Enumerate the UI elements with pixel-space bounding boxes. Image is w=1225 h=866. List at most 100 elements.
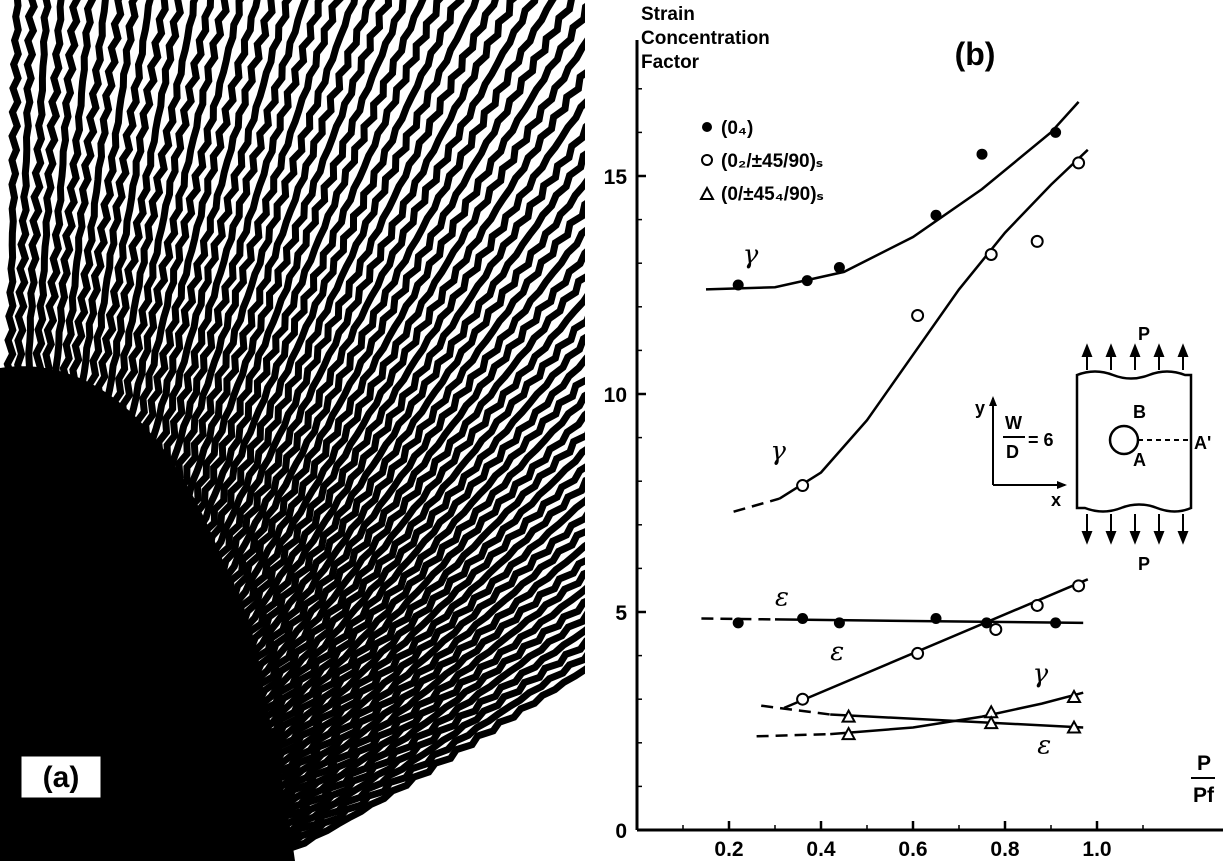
fringe-line [256, 410, 585, 755]
inset-point-a-prime: A' [1194, 433, 1211, 453]
fringe-line [269, 528, 585, 796]
y-tick-label: 15 [604, 166, 628, 189]
fringe-line [254, 391, 585, 749]
fringe-line [251, 376, 585, 744]
data-point-open-circle [1030, 598, 1044, 612]
fringe-line [276, 637, 585, 845]
fringe-line [156, 0, 427, 631]
series-dashed-curve [761, 704, 831, 716]
curve-annotation: γ [1033, 659, 1049, 689]
series-curve [774, 618, 1084, 625]
chart-legend: (0₄) (0₂/±45/90)ₛ (0/±45₄/90)ₛ [699, 118, 824, 205]
fringe-line [275, 585, 585, 821]
data-point-open-circle [989, 622, 1003, 636]
chart-axes [635, 40, 1223, 832]
x-tick-label: 0.4 [806, 838, 836, 861]
fringe-line [269, 541, 585, 802]
fringe-line [258, 446, 585, 766]
fringe-line [228, 226, 585, 706]
fringe-line [200, 37, 585, 672]
strain-concentration-chart: 0 5 10 15 0.2 0.4 0.6 0.8 1.0 γ γ ε ε γ ε Strain Conc… [604, 4, 1223, 861]
series-curve [830, 713, 1084, 729]
inset-point-b: B [1133, 402, 1146, 422]
inset-ratio-denominator: D [1006, 442, 1019, 462]
fringe-line [264, 476, 585, 779]
fringe-line [238, 293, 585, 722]
legend-label-1: (0₂/±45/90)ₛ [721, 151, 823, 172]
fringe-line [150, 0, 407, 627]
legend-marker-open-triangle [699, 185, 715, 200]
fringe-line [273, 569, 585, 815]
x-tick-label: 0.8 [990, 838, 1020, 861]
moire-fringe-pattern: (a) [0, 0, 585, 861]
series-curve [830, 691, 1084, 736]
data-point-filled-circle [930, 613, 942, 625]
fringe-line [247, 354, 585, 738]
fringe-line [215, 122, 585, 685]
data-point-open-circle [911, 309, 925, 323]
data-point-open-circle [796, 692, 810, 706]
fringe-line [277, 652, 585, 852]
specimen-inset: P P B A A' y x W D = 6 [975, 324, 1211, 574]
y-tick-label: 0 [615, 820, 627, 843]
fringe-line [223, 200, 585, 701]
legend-label-0: (0₄) [721, 118, 753, 139]
series-curve [778, 148, 1089, 500]
data-point-filled-circle [833, 262, 845, 274]
fringe-line [167, 0, 480, 642]
fringe-line [257, 431, 585, 761]
y-axis-title-line-2: Concentration [641, 28, 770, 49]
legend-marker-filled-circle [702, 122, 712, 132]
load-arrows-bottom [1081, 514, 1189, 545]
fringe-line [269, 511, 585, 790]
series-dashed-curve [733, 497, 780, 513]
y-axis-title-line-1: Strain [641, 4, 695, 25]
inset-ratio-value: = 6 [1028, 430, 1054, 450]
fringe-line [195, 3, 585, 667]
hole-region [0, 366, 295, 861]
data-point-filled-circle [801, 275, 813, 287]
data-point-open-circle [796, 479, 810, 493]
x-tick-label: 1.0 [1082, 838, 1111, 861]
data-point-filled-circle [1050, 617, 1062, 629]
fringe-line [276, 597, 585, 827]
inset-x-arrow [1057, 481, 1067, 489]
fringe-line [205, 69, 585, 676]
curve-annotation: ε [830, 637, 844, 667]
data-point-open-circle [1072, 156, 1086, 170]
x-axis-title-numerator: P [1197, 752, 1211, 775]
data-point-open-circle [984, 247, 998, 261]
chart-ticks: 0 5 10 15 0.2 0.4 0.6 0.8 1.0 [604, 88, 1144, 861]
fringe-line [243, 333, 585, 732]
fringe-line [275, 626, 585, 839]
fringe-line [236, 273, 585, 716]
curve-annotation: γ [743, 240, 759, 270]
fringe-line [276, 610, 585, 833]
y-axis-title-line-3: Factor [641, 52, 700, 73]
x-tick-label: 0.6 [898, 838, 927, 861]
fringe-line [142, 0, 393, 624]
fringe-line [267, 496, 585, 784]
data-point-open-triangle [840, 725, 857, 741]
legend-marker-open-circle [701, 154, 713, 166]
data-point-open-triangle [1066, 719, 1082, 734]
series-dashed-curve [701, 617, 776, 621]
legend-label-2: (0/±45₄/90)ₛ [721, 184, 824, 205]
data-point-filled-circle [930, 209, 942, 221]
y-tick-label: 10 [604, 384, 627, 407]
fringe-line [217, 150, 585, 691]
fringe-line [159, 0, 444, 634]
fringe-line [179, 0, 518, 650]
specimen-plate [1075, 370, 1193, 513]
fringe-line [261, 463, 585, 772]
data-point-filled-circle [732, 617, 744, 629]
fringe-line [271, 557, 585, 808]
chart-title: (b) [955, 36, 996, 72]
panel-a-label: (a) [43, 761, 80, 794]
load-arrows-top [1081, 343, 1189, 370]
fringe-line [233, 248, 585, 711]
chart-markers [732, 126, 1086, 741]
data-point-open-triangle [1066, 688, 1082, 704]
inset-ratio-numerator: W [1005, 413, 1022, 433]
inset-point-a: A [1133, 450, 1146, 470]
